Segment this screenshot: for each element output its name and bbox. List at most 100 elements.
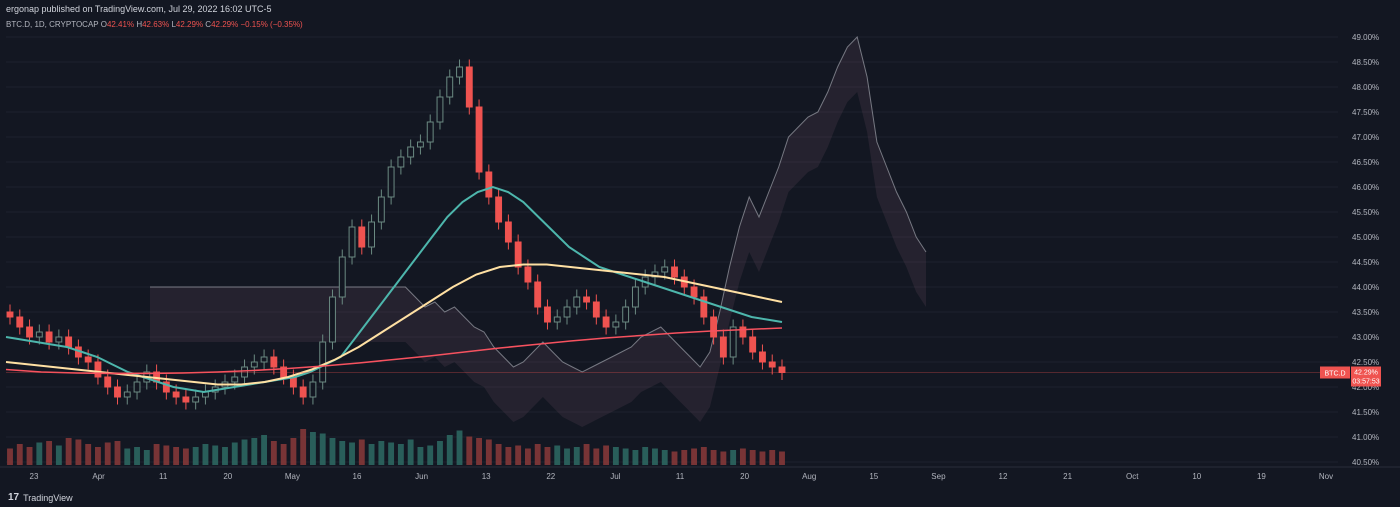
volume-bar (143, 450, 150, 465)
x-tick-label: Nov (1319, 472, 1333, 481)
candle-body (514, 241, 522, 268)
x-tick-label: 15 (869, 472, 878, 481)
y-tick-label: 44.00% (1352, 283, 1379, 292)
volume-bar (95, 447, 101, 465)
candle-body (426, 121, 434, 143)
volume-bar (720, 451, 727, 465)
y-tick-label: 41.50% (1352, 408, 1379, 417)
volume-bar (349, 442, 355, 465)
y-tick-label: 46.50% (1352, 158, 1379, 167)
brand-name: TradingView (23, 492, 73, 503)
ma-fast-line (5, 185, 783, 394)
volume-bar (456, 430, 463, 465)
candle-body (329, 296, 336, 343)
volume-bar (632, 450, 639, 465)
candle-body (250, 361, 258, 368)
y-tick-label: 47.50% (1352, 108, 1379, 117)
x-tick-label: Jul (610, 472, 620, 481)
price-tag: BTC.D 42.29% 03:57:53 (6, 366, 1381, 387)
x-tick-label: 10 (1192, 472, 1201, 481)
candle-body (631, 286, 639, 308)
x-tick-label: Sep (931, 472, 946, 481)
volume-bar (779, 451, 785, 465)
cloud-span-a (150, 36, 927, 373)
y-tick-label: 43.00% (1352, 333, 1379, 342)
y-tick-label: 40.50% (1352, 458, 1379, 467)
indicator-lines (5, 185, 783, 394)
volume-bar (368, 444, 375, 465)
volume-bar (593, 448, 600, 465)
close-value: 42.29% (211, 20, 239, 29)
candle-body (172, 391, 180, 398)
candle-body (612, 321, 620, 328)
volume-bar (515, 445, 522, 465)
x-tick-label: 23 (30, 472, 39, 481)
candle-body (192, 396, 200, 403)
candle-body (319, 341, 327, 383)
candle-body (700, 296, 708, 318)
x-tick-label: 19 (1257, 472, 1266, 481)
volume-bar (554, 445, 561, 465)
tag-symbol-bg (1320, 366, 1350, 379)
x-tick-label: Aug (802, 472, 816, 481)
x-tick-label: 11 (676, 472, 685, 481)
symbol-legend[interactable]: BTC.D, 1D, CRYPTOCAP O42.41% H42.63% L42… (6, 20, 303, 29)
volume-bar (241, 439, 248, 465)
candle-body (622, 306, 630, 323)
volume-bar (759, 451, 766, 465)
volume-bar (573, 447, 580, 465)
volume-bar (124, 448, 131, 465)
candle-body (465, 66, 473, 108)
x-tick-label: 22 (546, 472, 555, 481)
volume-bar (437, 441, 443, 465)
volume-bar (339, 441, 346, 465)
volume-bar (407, 439, 414, 465)
volume-bar (163, 445, 170, 465)
candle-body (114, 386, 121, 398)
y-tick-label: 48.00% (1352, 83, 1379, 92)
candle-body (231, 376, 239, 383)
x-tick-label: 13 (482, 472, 491, 481)
volume-bar (329, 438, 336, 465)
y-tick-label: 44.50% (1352, 258, 1379, 267)
y-tick-label: 42.00% (1352, 383, 1379, 392)
y-tick-label: 42.50% (1352, 358, 1379, 367)
volume-bar (476, 438, 482, 465)
candle-body (749, 336, 757, 353)
close-label: C (205, 20, 212, 29)
change-value: −0.15% (−0.35%) (240, 20, 303, 29)
volume-bar (739, 448, 746, 465)
candle-body (690, 286, 698, 298)
tag-symbol: BTC.D (1325, 371, 1346, 378)
tag-value: 42.29% (1354, 370, 1378, 377)
candle-body (495, 196, 503, 223)
candle-body (368, 221, 376, 248)
volume-bar (485, 439, 492, 465)
volume-bar (544, 447, 551, 465)
tradingview-brand[interactable]: 17 TradingView (8, 492, 73, 503)
candle-body (65, 336, 73, 348)
volume-bar (310, 432, 316, 465)
volume-bar (85, 444, 92, 465)
ma-mid-line (5, 263, 783, 386)
candle-body (45, 331, 53, 343)
y-tick-label: 46.00% (1352, 183, 1379, 192)
volume-bar (417, 447, 424, 465)
volume-bar (222, 447, 228, 465)
publish-info: ergonap published on TradingView.com, Ju… (6, 4, 272, 14)
volume-bar (75, 439, 82, 465)
volume-bar (681, 450, 688, 465)
volume-bar (270, 441, 277, 465)
candle-body (84, 356, 92, 363)
candle-body (397, 156, 405, 168)
candle-body (739, 326, 747, 338)
tag-countdown: 03:57:53 (1352, 379, 1379, 386)
x-tick-label: May (285, 472, 300, 481)
candle-body (133, 381, 141, 393)
x-tick-label: 16 (353, 472, 362, 481)
volume-bar (495, 444, 502, 465)
volume-bar (358, 439, 365, 465)
volume-bar (55, 445, 62, 465)
x-tick-label: 12 (999, 472, 1008, 481)
